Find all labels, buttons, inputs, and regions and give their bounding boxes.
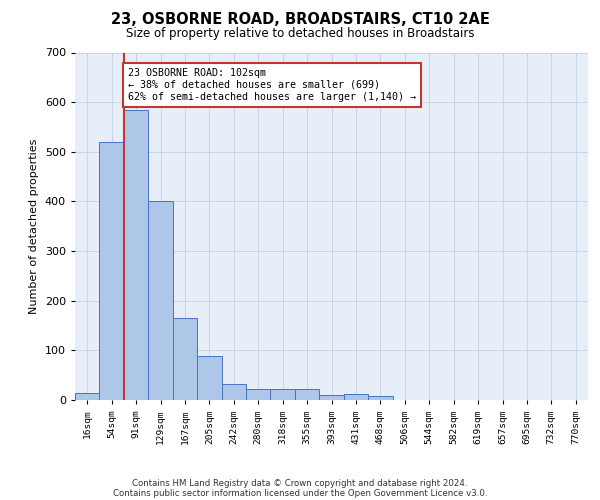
Bar (124, 110, 148, 400)
Text: Size of property relative to detached houses in Broadstairs: Size of property relative to detached ho… (126, 28, 474, 40)
Text: Contains HM Land Registry data © Crown copyright and database right 2024.: Contains HM Land Registry data © Crown c… (132, 478, 468, 488)
Bar (197, 356, 221, 400)
Bar (271, 389, 295, 400)
Bar (368, 396, 392, 400)
Text: 23, OSBORNE ROAD, BROADSTAIRS, CT10 2AE: 23, OSBORNE ROAD, BROADSTAIRS, CT10 2AE (110, 12, 490, 28)
Bar (319, 394, 344, 400)
Text: Contains public sector information licensed under the Open Government Licence v3: Contains public sector information licen… (113, 488, 487, 498)
Bar (246, 389, 271, 400)
Bar (221, 384, 246, 400)
Y-axis label: Number of detached properties: Number of detached properties (29, 138, 39, 314)
Bar (148, 202, 173, 400)
Bar (100, 142, 124, 400)
Bar (344, 394, 368, 400)
Text: 23 OSBORNE ROAD: 102sqm
← 38% of detached houses are smaller (699)
62% of semi-d: 23 OSBORNE ROAD: 102sqm ← 38% of detache… (128, 68, 416, 102)
Bar (173, 318, 197, 400)
Bar (75, 392, 100, 400)
Bar (295, 389, 319, 400)
